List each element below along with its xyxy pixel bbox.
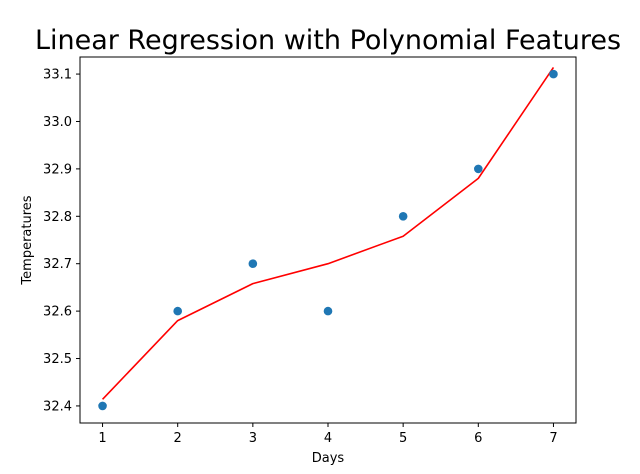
y-axis: 32.4 32.5 32.6 32.7 32.8 32.9 33.0 33.1	[43, 68, 80, 414]
y-tick-label: 32.5	[43, 352, 72, 367]
y-tick-label: 32.6	[43, 305, 72, 320]
data-point	[173, 306, 182, 316]
x-tick-label: 2	[174, 431, 182, 446]
y-tick-label: 32.4	[43, 399, 72, 414]
data-point	[398, 212, 408, 221]
regression-line	[101, 66, 555, 400]
data-point	[549, 69, 558, 79]
y-tick-label: 32.8	[43, 210, 72, 225]
y-tick-label: 32.7	[43, 257, 72, 272]
plot-area	[98, 66, 558, 411]
x-axis-label: Days	[312, 451, 345, 466]
y-axis-label: Temperatures	[20, 195, 35, 285]
data-point	[474, 164, 483, 174]
x-tick-label: 1	[98, 431, 106, 446]
data-point	[248, 259, 258, 269]
chart-title: Linear Regression with Polynomial Featur…	[35, 25, 621, 56]
y-tick-label: 33.1	[43, 68, 72, 83]
x-axis: 1 2 3 4 5 6 7	[98, 423, 558, 446]
x-tick-label: 4	[324, 431, 332, 446]
y-tick-label: 33.0	[43, 115, 72, 130]
data-point	[98, 401, 107, 411]
x-tick-label: 5	[399, 431, 407, 446]
x-tick-label: 6	[474, 431, 482, 446]
y-tick-label: 32.9	[43, 162, 72, 177]
x-tick-label: 7	[549, 431, 557, 446]
plot-frame	[79, 56, 577, 424]
data-point	[323, 306, 333, 316]
x-tick-label: 3	[249, 431, 257, 446]
